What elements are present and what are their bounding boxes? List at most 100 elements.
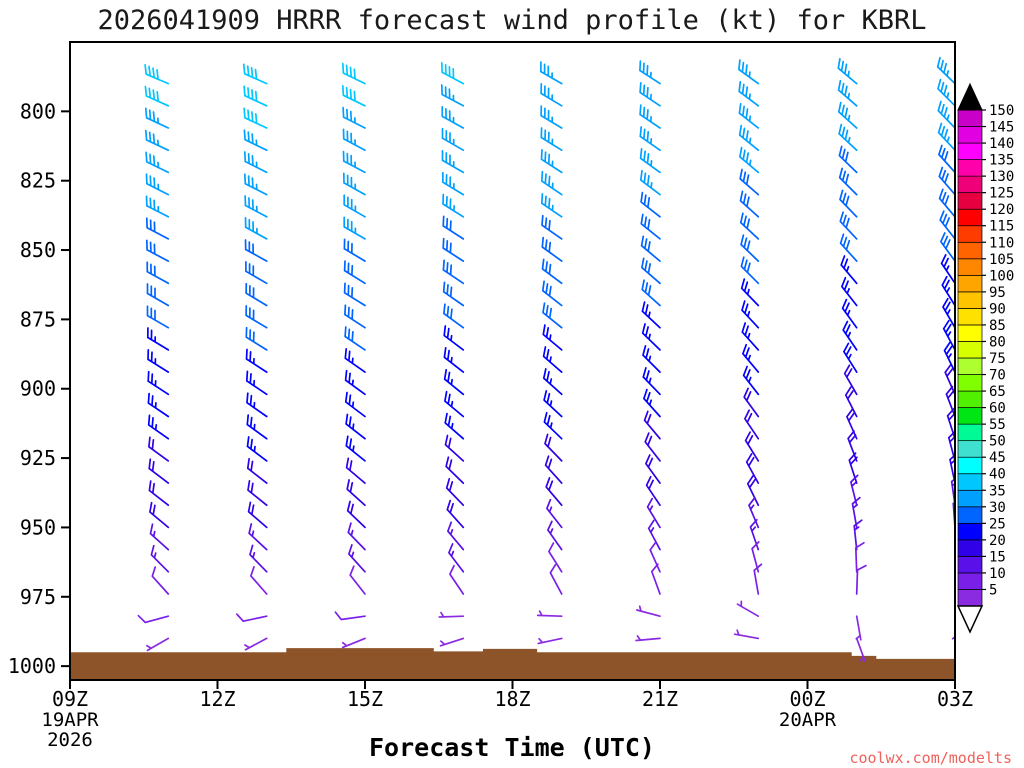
wind-barb	[439, 637, 465, 647]
x-tick-label: 03Z	[937, 687, 973, 711]
wind-barb	[547, 520, 563, 551]
wind-barb	[344, 326, 366, 351]
y-tick-label: 850	[20, 238, 56, 262]
colorbar-arrow-bottom	[956, 605, 984, 634]
wind-barb	[147, 392, 170, 418]
colorbar-segment	[957, 357, 983, 375]
x-tick-label: 00Z	[789, 687, 825, 711]
watermark-link[interactable]: coolwx.com/modelts	[849, 749, 1012, 767]
wind-barb	[839, 233, 858, 262]
wind-barb	[344, 369, 366, 396]
wind-barb	[942, 297, 955, 329]
wind-barb	[540, 193, 563, 218]
wind-barb	[245, 370, 268, 396]
colorbar-tick-label: 25	[989, 516, 1006, 532]
wind-barb	[740, 256, 760, 285]
wind-barb	[444, 390, 465, 418]
wind-barb	[544, 433, 563, 462]
wind-barb	[443, 347, 465, 373]
y-tick-label: 1000	[8, 654, 56, 678]
wind-barb	[753, 563, 763, 595]
wind-barb	[441, 127, 465, 152]
wind-barb	[149, 523, 170, 551]
wind-barb	[343, 216, 366, 240]
colorbar-tick-label: 45	[989, 450, 1006, 466]
wind-barb	[440, 61, 465, 85]
wind-barb	[839, 211, 858, 240]
wind-barb	[639, 147, 661, 174]
wind-barb	[941, 275, 955, 307]
x-date-label: 20APR	[779, 709, 837, 731]
wind-barb	[742, 365, 760, 396]
wind-barb	[250, 566, 268, 595]
wind-barb	[837, 101, 858, 129]
wind-barb	[642, 367, 661, 396]
y-tick-label: 925	[20, 446, 56, 470]
wind-barb	[838, 167, 858, 196]
y-tick-label: 800	[20, 99, 56, 123]
wind-barb	[641, 323, 661, 351]
wind-barb	[146, 305, 170, 329]
wind-barb	[447, 521, 465, 551]
colorbar-tick-label: 105	[989, 252, 1014, 268]
wind-barb	[641, 279, 661, 307]
wind-barb	[855, 615, 862, 641]
wind-barb	[540, 83, 563, 107]
colorbar-tick-label: 5	[989, 582, 997, 598]
wind-barb	[343, 260, 366, 285]
wind-barb	[150, 544, 170, 573]
wind-barb	[540, 170, 563, 196]
wind-barb	[546, 498, 563, 529]
colorbar-segment	[957, 440, 983, 458]
wind-barb	[443, 303, 465, 329]
wind-barb	[144, 85, 170, 107]
wind-barb	[744, 409, 760, 440]
wind-barb	[739, 146, 760, 174]
wind-barb	[148, 480, 170, 507]
colorbar-segment	[957, 572, 983, 590]
wind-barb	[855, 564, 867, 595]
wind-barb	[643, 410, 661, 440]
wind-barb	[839, 189, 858, 218]
x-tick-label: 09Z	[52, 687, 88, 711]
colorbar-tick-label: 10	[989, 566, 1006, 582]
wind-barb	[548, 542, 563, 573]
wind-barb	[441, 150, 465, 174]
wind-barb	[842, 320, 858, 351]
colorbar-tick-label: 150	[989, 103, 1014, 119]
wind-barb	[640, 191, 661, 218]
wind-barb	[749, 518, 760, 551]
wind-barb	[853, 519, 863, 551]
wind-barb	[345, 435, 366, 462]
wind-barb	[345, 413, 366, 440]
wind-barb	[342, 172, 366, 196]
wind-barb	[540, 61, 563, 85]
wind-barb	[347, 522, 366, 551]
wind-barb	[348, 544, 366, 573]
wind-barb	[246, 414, 268, 440]
colorbar-segment	[957, 456, 983, 475]
colorbar-segment	[957, 274, 983, 293]
colorbar-tick-label: 50	[989, 434, 1006, 450]
colorbar-segment	[957, 341, 983, 359]
wind-barb	[549, 563, 563, 595]
wind-barb	[145, 239, 170, 262]
wind-barb	[344, 391, 366, 418]
wind-barb	[249, 544, 268, 573]
wind-barb	[244, 239, 268, 262]
wind-barb	[245, 260, 268, 285]
wind-barb	[341, 637, 366, 649]
wind-barb	[738, 81, 760, 107]
wind-barb	[938, 144, 955, 174]
wind-barb	[542, 302, 563, 329]
wind-barb	[349, 565, 366, 595]
wind-barb	[541, 280, 563, 307]
wind-barb	[641, 301, 661, 329]
wind-barb	[144, 129, 170, 152]
x-axis-title: Forecast Time (UTC)	[369, 733, 655, 762]
wind-barb	[543, 411, 563, 440]
wind-barb	[444, 412, 465, 440]
wind-barb	[245, 348, 268, 373]
x-tick-label: 21Z	[642, 687, 678, 711]
colorbar-segment	[957, 390, 983, 408]
